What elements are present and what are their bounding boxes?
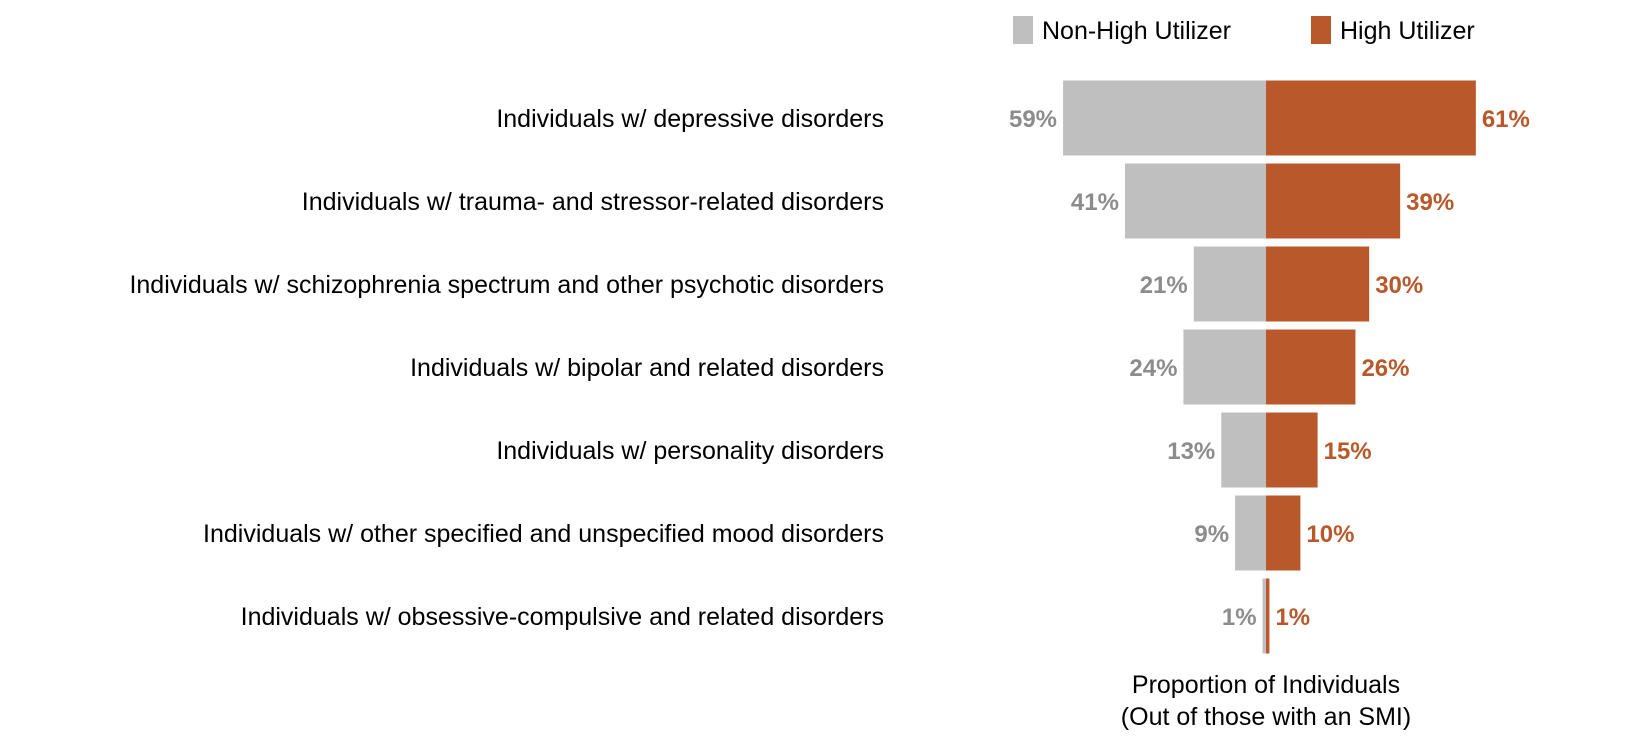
value-label-non-high-utilizer-individuals-w-schizophrenia-spectrum-and-other-psychotic-disorders: 21% — [1140, 272, 1188, 299]
bar-non-high-utilizer-individuals-w-obsessive-compulsive-and-related-disorders — [1262, 578, 1266, 654]
value-label-non-high-utilizer-individuals-w-bipolar-and-related-disorders: 24% — [1129, 355, 1177, 382]
bar-non-high-utilizer-individuals-w-personality-disorders — [1221, 412, 1266, 488]
bar-non-high-utilizer-individuals-w-schizophrenia-spectrum-and-other-psychotic-disorders — [1193, 246, 1266, 322]
legend-label-high-utilizer: High Utilizer — [1340, 17, 1475, 45]
category-label-individuals-w-trauma-and-stressor-related-disorders: Individuals w/ trauma- and stressor-rela… — [302, 188, 884, 216]
value-label-high-utilizer-individuals-w-trauma-and-stressor-related-disorders: 39% — [1406, 189, 1454, 216]
value-label-high-utilizer-individuals-w-bipolar-and-related-disorders: 26% — [1361, 355, 1409, 382]
bar-non-high-utilizer-individuals-w-bipolar-and-related-disorders — [1183, 329, 1266, 405]
value-label-non-high-utilizer-individuals-w-obsessive-compulsive-and-related-disorders: 1% — [1222, 604, 1257, 631]
value-label-high-utilizer-individuals-w-obsessive-compulsive-and-related-disorders: 1% — [1275, 604, 1310, 631]
bar-high-utilizer-individuals-w-obsessive-compulsive-and-related-disorders — [1266, 578, 1270, 654]
x-axis-title-line-2: (Out of those with an SMI) — [1121, 703, 1411, 731]
value-label-non-high-utilizer-individuals-w-depressive-disorders: 59% — [1009, 106, 1057, 133]
category-label-individuals-w-other-specified-and-unspecified-mood-disorders: Individuals w/ other specified and unspe… — [203, 520, 884, 548]
category-label-individuals-w-bipolar-and-related-disorders: Individuals w/ bipolar and related disor… — [410, 354, 884, 382]
bar-high-utilizer-individuals-w-depressive-disorders — [1266, 80, 1476, 156]
category-label-individuals-w-schizophrenia-spectrum-and-other-psychotic-disorders: Individuals w/ schizophrenia spectrum an… — [129, 271, 884, 299]
value-label-non-high-utilizer-individuals-w-other-specified-and-unspecified-mood-disorders: 9% — [1194, 521, 1229, 548]
value-label-high-utilizer-individuals-w-schizophrenia-spectrum-and-other-psychotic-disorders: 30% — [1375, 272, 1423, 299]
bars-group: Individuals w/ depressive disorders 59% 61… — [129, 80, 1530, 654]
bar-high-utilizer-individuals-w-personality-disorders — [1266, 412, 1318, 488]
legend-label-non-high-utilizer: Non-High Utilizer — [1042, 17, 1231, 45]
value-label-high-utilizer-individuals-w-other-specified-and-unspecified-mood-disorders: 10% — [1306, 521, 1354, 548]
legend-swatch-high-utilizer — [1311, 16, 1331, 44]
x-axis-title: Proportion of Individuals (Out of those … — [1121, 671, 1411, 731]
bar-non-high-utilizer-individuals-w-other-specified-and-unspecified-mood-disorders — [1235, 495, 1266, 571]
bar-non-high-utilizer-individuals-w-depressive-disorders — [1063, 80, 1266, 156]
value-label-non-high-utilizer-individuals-w-trauma-and-stressor-related-disorders: 41% — [1071, 189, 1119, 216]
category-label-individuals-w-depressive-disorders: Individuals w/ depressive disorders — [496, 105, 884, 133]
bar-high-utilizer-individuals-w-bipolar-and-related-disorders — [1266, 329, 1356, 405]
bar-high-utilizer-individuals-w-other-specified-and-unspecified-mood-disorders — [1266, 495, 1301, 571]
x-axis-title-line-1: Proportion of Individuals — [1132, 671, 1400, 699]
bar-high-utilizer-individuals-w-schizophrenia-spectrum-and-other-psychotic-disorders — [1266, 246, 1370, 322]
bar-high-utilizer-individuals-w-trauma-and-stressor-related-disorders — [1266, 163, 1401, 239]
legend-swatch-non-high-utilizer — [1013, 16, 1033, 44]
legend: Non-High Utilizer High Utilizer — [1013, 16, 1475, 45]
value-label-high-utilizer-individuals-w-depressive-disorders: 61% — [1482, 106, 1530, 133]
value-label-non-high-utilizer-individuals-w-personality-disorders: 13% — [1167, 438, 1215, 465]
bar-non-high-utilizer-individuals-w-trauma-and-stressor-related-disorders — [1124, 163, 1266, 239]
value-label-high-utilizer-individuals-w-personality-disorders: 15% — [1324, 438, 1372, 465]
category-label-individuals-w-personality-disorders: Individuals w/ personality disorders — [496, 437, 884, 465]
category-label-individuals-w-obsessive-compulsive-and-related-disorders: Individuals w/ obsessive-compulsive and … — [241, 603, 884, 631]
